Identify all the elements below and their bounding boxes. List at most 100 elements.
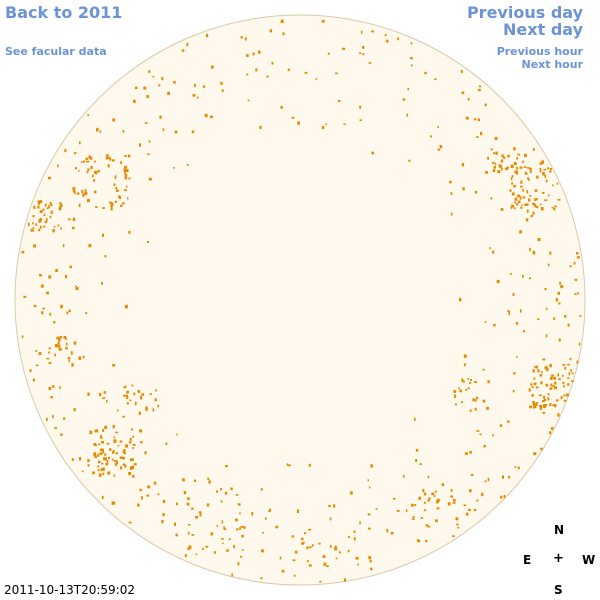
previous-hour-link[interactable]: Previous hour bbox=[496, 45, 583, 58]
facula-point bbox=[111, 458, 114, 461]
facula-point bbox=[450, 212, 453, 216]
facula-point bbox=[500, 159, 504, 163]
facula-point bbox=[124, 464, 127, 468]
facula-point bbox=[551, 206, 554, 209]
facula-point bbox=[476, 136, 479, 138]
facula-point bbox=[143, 86, 147, 90]
facula-point bbox=[410, 57, 413, 60]
facula-point bbox=[459, 389, 463, 393]
previous-day-link[interactable]: Previous day bbox=[466, 3, 583, 22]
facula-point bbox=[357, 563, 359, 566]
facula-point bbox=[552, 404, 555, 407]
facula-point bbox=[112, 451, 114, 454]
facula-point bbox=[104, 453, 107, 456]
facula-point bbox=[92, 174, 94, 178]
facula-point bbox=[233, 544, 235, 549]
facula-point bbox=[114, 175, 117, 179]
facula-point bbox=[210, 532, 213, 536]
facula-point bbox=[101, 441, 104, 444]
facula-point bbox=[39, 225, 42, 229]
facula-point bbox=[94, 455, 97, 459]
facula-point bbox=[296, 509, 299, 513]
solar-disk bbox=[14, 14, 586, 586]
facula-point bbox=[161, 519, 164, 524]
facula-point bbox=[371, 30, 375, 33]
facula-point bbox=[367, 527, 371, 530]
facula-point bbox=[87, 392, 90, 396]
facula-point bbox=[396, 510, 400, 512]
facula-point bbox=[122, 457, 125, 460]
facula-point bbox=[181, 49, 185, 52]
facula-point bbox=[500, 495, 503, 499]
facula-point bbox=[240, 555, 243, 558]
facula-point bbox=[535, 205, 539, 209]
facula-point bbox=[567, 377, 570, 379]
facula-point bbox=[547, 167, 549, 170]
facula-point bbox=[223, 528, 226, 530]
facula-point bbox=[204, 113, 208, 118]
compass-south-label: S bbox=[554, 583, 563, 597]
facula-point bbox=[510, 164, 514, 168]
next-day-link[interactable]: Next day bbox=[503, 20, 583, 39]
facula-point bbox=[425, 524, 428, 527]
facula-point bbox=[48, 275, 52, 279]
facula-point bbox=[39, 217, 42, 221]
back-to-year-link[interactable]: Back to 2011 bbox=[5, 3, 123, 22]
facula-point bbox=[499, 424, 503, 427]
compass-east-label: E bbox=[523, 553, 532, 567]
facula-point bbox=[465, 116, 469, 120]
facula-point bbox=[173, 81, 176, 84]
facula-point bbox=[99, 452, 103, 456]
facula-point bbox=[138, 411, 141, 415]
facula-point bbox=[567, 363, 570, 366]
facula-point bbox=[139, 488, 142, 492]
facula-point bbox=[246, 54, 249, 57]
next-hour-link[interactable]: Next hour bbox=[521, 58, 584, 71]
facula-point bbox=[106, 442, 110, 445]
facula-point bbox=[462, 187, 465, 191]
facula-point bbox=[97, 453, 100, 457]
facula-point bbox=[328, 504, 331, 507]
facula-point bbox=[526, 209, 529, 213]
facula-point bbox=[122, 463, 126, 466]
facula-point bbox=[477, 88, 481, 92]
facula-point bbox=[140, 496, 143, 500]
facula-point bbox=[330, 544, 332, 548]
facula-point bbox=[386, 529, 389, 533]
facula-point bbox=[545, 307, 548, 310]
facula-point bbox=[69, 265, 72, 269]
facula-point bbox=[469, 450, 472, 454]
facula-point bbox=[258, 50, 261, 54]
see-facular-data-link[interactable]: See facular data bbox=[5, 45, 107, 58]
facula-point bbox=[508, 311, 511, 316]
facula-point bbox=[158, 84, 161, 87]
facula-point bbox=[516, 166, 518, 170]
facula-point bbox=[558, 338, 561, 342]
facula-point bbox=[410, 42, 413, 45]
facula-point bbox=[554, 386, 557, 390]
facula-point bbox=[492, 250, 495, 254]
facula-point bbox=[243, 526, 246, 529]
facula-point bbox=[557, 199, 561, 201]
facula-point bbox=[264, 517, 267, 520]
facula-point bbox=[412, 516, 415, 518]
facula-point bbox=[334, 545, 337, 549]
facula-point bbox=[492, 434, 494, 437]
facula-point bbox=[92, 471, 95, 475]
facula-point bbox=[571, 380, 574, 382]
facula-point bbox=[384, 34, 387, 37]
facula-point bbox=[35, 364, 39, 367]
facula-point bbox=[490, 197, 493, 200]
facula-point bbox=[485, 171, 488, 174]
facula-point bbox=[154, 398, 157, 402]
facula-point bbox=[33, 304, 37, 308]
facula-point bbox=[562, 364, 566, 366]
facula-point bbox=[368, 486, 371, 489]
facula-point bbox=[424, 509, 427, 512]
facula-point bbox=[497, 170, 501, 174]
facula-point bbox=[449, 180, 452, 184]
facula-point bbox=[115, 460, 118, 463]
facula-point bbox=[84, 189, 87, 193]
facula-point bbox=[147, 153, 150, 156]
facula-point bbox=[162, 513, 165, 517]
